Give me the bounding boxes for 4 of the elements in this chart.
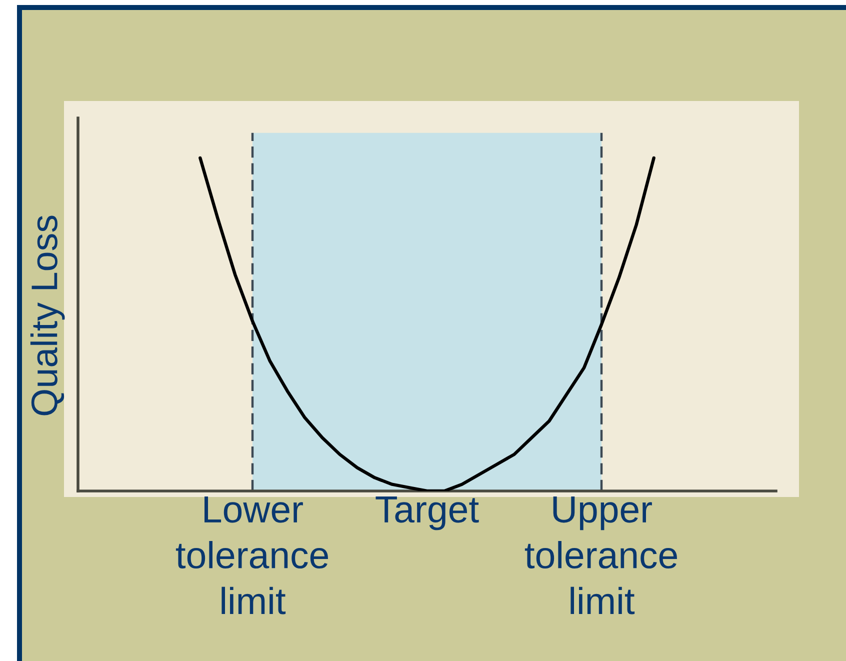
x-tick-label: Target xyxy=(376,496,479,530)
x-tick-label: Upper tolerance limit xyxy=(524,496,677,614)
x-tick-label: Lower tolerance limit xyxy=(176,496,328,614)
y-axis-title: Quality Loss xyxy=(30,216,65,416)
